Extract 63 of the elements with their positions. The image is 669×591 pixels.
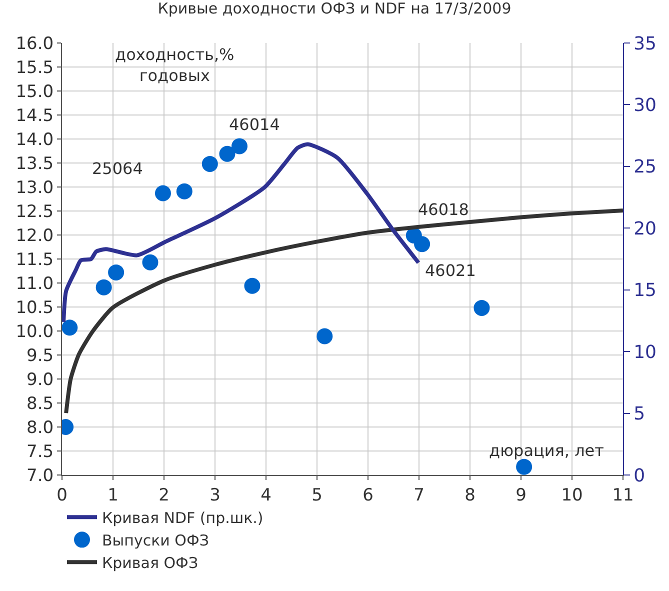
point — [142, 254, 158, 270]
y-tick-label: 15.5 — [16, 58, 54, 78]
y2-tick-label: 15 — [634, 280, 657, 302]
y-tick-label: 13.0 — [16, 178, 54, 198]
y-tick-label: 12.5 — [16, 202, 54, 222]
legend-label: Кривая NDF (пр.шк.) — [102, 509, 264, 528]
point — [414, 236, 430, 252]
x-tick-label: 10 — [561, 485, 583, 506]
point — [474, 300, 490, 316]
point — [516, 458, 532, 475]
y-tick-label: 13.5 — [16, 154, 54, 174]
annotation: 25064 — [92, 159, 143, 178]
point — [154, 185, 171, 202]
y-tick-label: 15.0 — [16, 82, 54, 102]
x-tick-label: 7 — [414, 485, 424, 506]
y-tick-label: 16.0 — [16, 34, 54, 54]
x-tick-label: 9 — [516, 485, 526, 506]
x-tick-label: 6 — [362, 485, 374, 506]
y-tick-label: 12.0 — [16, 226, 54, 246]
y2-tick-label: 25 — [634, 156, 657, 178]
point — [231, 138, 248, 154]
point — [219, 146, 236, 162]
x-tick-label: 4 — [260, 485, 272, 506]
point — [62, 320, 78, 336]
point — [316, 328, 333, 344]
chart-title: Кривые доходности ОФЗ и NDF на 17/3/2009 — [158, 0, 512, 18]
x-tick-label: 2 — [158, 485, 170, 506]
point — [108, 264, 124, 280]
point — [96, 279, 112, 296]
x-tick-label: 5 — [312, 485, 322, 506]
x-tick-label: 11 — [612, 485, 634, 506]
y-tick-label: 8.5 — [26, 394, 54, 414]
annotation: 46021 — [425, 261, 476, 280]
y-tick-label: 14.0 — [16, 130, 54, 150]
y2-tick-label: 10 — [634, 342, 657, 363]
y2-tick-label: 5 — [634, 404, 646, 425]
y-tick-label: 14.5 — [16, 106, 54, 126]
y2-tick-label: 20 — [634, 218, 657, 240]
y2-tick-label: 30 — [634, 95, 657, 116]
x-tick-label: 0 — [56, 485, 68, 506]
legend-label: Кривая ОФЗ — [102, 554, 198, 572]
y-tick-label: 11.5 — [16, 250, 54, 270]
y-tick-label: 9.0 — [26, 370, 54, 390]
y-tick-label: 10.5 — [16, 298, 54, 318]
y-tick-label: 8.0 — [26, 418, 54, 438]
point — [176, 183, 192, 200]
y-tick-label: 7.0 — [26, 466, 54, 486]
point — [202, 156, 218, 172]
y2-tick-label: 0 — [634, 465, 646, 486]
y-tick-label: 9.5 — [26, 346, 54, 366]
y-tick-label: 7.5 — [26, 442, 54, 462]
y2-tick-label: 35 — [634, 33, 657, 54]
x-axis-title: дюрация, лет — [489, 441, 604, 460]
annotation: 46014 — [229, 115, 280, 134]
legend-label: Выпуски ОФЗ — [102, 532, 209, 550]
annotation: 46018 — [418, 200, 469, 219]
x-tick-label: 1 — [108, 485, 118, 506]
y-tick-label: 10.0 — [16, 322, 54, 342]
y-tick-label: 11.0 — [16, 274, 54, 294]
x-tick-label: 3 — [210, 485, 220, 506]
y-axis-title: доходность,% годовых — [115, 45, 234, 85]
x-tick-label: 8 — [464, 485, 476, 506]
point — [244, 278, 260, 294]
